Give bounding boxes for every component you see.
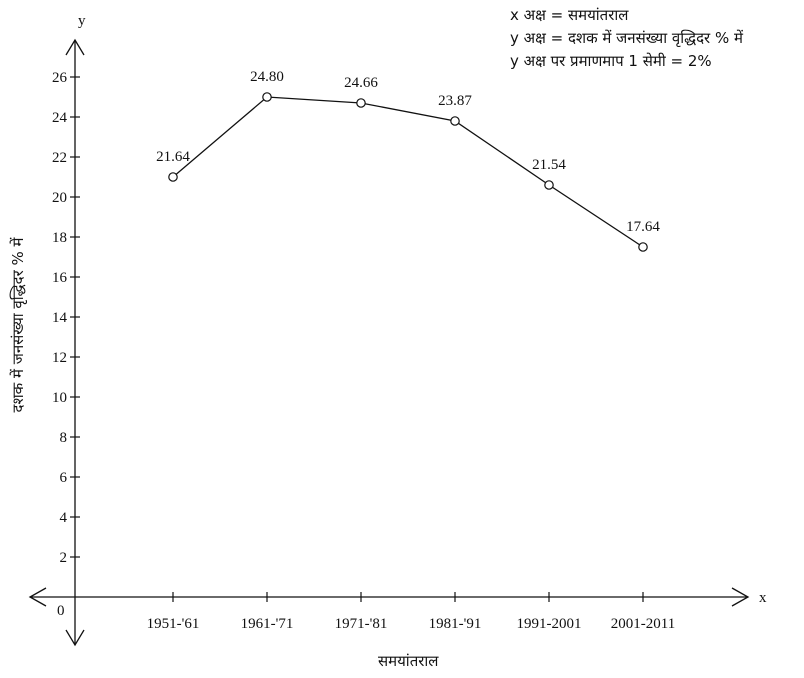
y-tick-label: 14	[52, 310, 68, 326]
x-tick-label: 1951-'61	[147, 616, 200, 632]
x-axis-letter: x	[759, 590, 767, 606]
legend-scale: y अक्ष पर प्रमाणमाप 1 सेमी = 2%	[510, 52, 712, 70]
legend: x अक्ष = समयांतराल y अक्ष = दशक में जनसं…	[510, 4, 743, 73]
y-axis-letter: y	[78, 13, 86, 29]
data-label: 24.80	[250, 69, 284, 85]
x-tick-label: 1961-'71	[241, 616, 294, 632]
x-tick-label: 1981-'91	[429, 616, 482, 632]
x-axis-title: समयांतराल	[378, 652, 439, 670]
y-tick-label: 20	[52, 190, 67, 206]
data-label: 21.64	[156, 149, 190, 165]
y-tick-label: 16	[52, 270, 68, 286]
x-tick-label: 1971-'81	[335, 616, 388, 632]
y-tick-label: 24	[52, 110, 68, 126]
data-point	[262, 92, 272, 102]
y-tick-label: 22	[52, 150, 67, 166]
x-tick-label: 2001-2011	[611, 616, 675, 632]
y-tick-label: 26	[52, 70, 68, 86]
y-tick-label: 8	[60, 430, 68, 446]
y-axis-arrow-bottom	[65, 629, 85, 647]
y-tick-label: 18	[52, 230, 67, 246]
x-tick-label: 1991-2001	[517, 616, 582, 632]
data-label: 21.54	[532, 157, 566, 173]
series-path	[172, 96, 644, 248]
series-line	[168, 92, 648, 252]
x-ticks: 1951-'61 1961-'71 1971-'81 1981-'91 1991-200…	[147, 592, 675, 632]
origin-label: 0	[57, 603, 65, 619]
data-point	[450, 116, 460, 126]
x-axis-arrow-left	[28, 587, 47, 607]
data-point	[168, 172, 178, 182]
axes: x y 0	[28, 13, 767, 647]
y-tick-label: 10	[52, 390, 67, 406]
x-axis-arrow-right	[731, 587, 750, 607]
data-point	[544, 180, 554, 190]
y-tick-label: 2	[60, 550, 68, 566]
legend-y-axis: y अक्ष = दशक में जनसंख्या वृद्धिदर % में	[510, 29, 743, 47]
data-label: 23.87	[438, 93, 472, 109]
data-label: 24.66	[344, 75, 378, 91]
y-tick-label: 6	[60, 470, 68, 486]
y-axis-arrow-top	[65, 38, 85, 56]
y-tick-label: 4	[60, 510, 68, 526]
data-label: 17.64	[626, 219, 660, 235]
y-tick-label: 12	[52, 350, 67, 366]
y-axis-title: दशक में जनसंख्या वृद्धिदर % में	[9, 237, 27, 413]
data-point	[356, 98, 366, 108]
legend-x-axis: x अक्ष = समयांतराल	[510, 6, 629, 24]
data-labels: 21.64 24.80 24.66 23.87 21.54 17.64	[156, 69, 660, 235]
data-point	[638, 242, 648, 252]
